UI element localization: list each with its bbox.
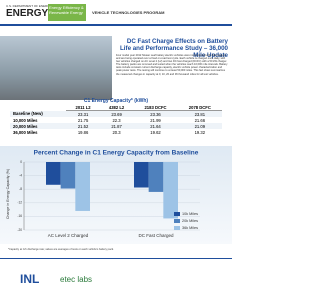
header-row: 2011 L2 4382 L2 2183 DCFC 2078 DCFC bbox=[10, 104, 222, 111]
bar bbox=[148, 162, 164, 192]
table-row: 36,000 Miles 19.86 20.3 19.62 19.32 bbox=[10, 129, 222, 135]
chart: Percent Change in C1 Energy Capacity fro… bbox=[0, 146, 232, 244]
cell: 21.09 bbox=[194, 123, 206, 129]
legend-swatch bbox=[174, 219, 180, 223]
bar bbox=[134, 162, 149, 188]
cell: 23.31 bbox=[77, 111, 89, 117]
rule bbox=[0, 24, 232, 26]
cell: 21.52 bbox=[77, 123, 89, 129]
y-tick-label: -8 bbox=[19, 187, 22, 191]
photo bbox=[0, 36, 112, 100]
cell: 23.81 bbox=[194, 111, 206, 117]
bar bbox=[60, 162, 76, 189]
bar bbox=[75, 162, 90, 211]
logo-inl: INL bbox=[20, 272, 40, 286]
row-header: 10,000 Miles bbox=[13, 117, 38, 123]
table-row: 10,000 Miles 21.75 22.3 21.99 21.66 bbox=[10, 117, 222, 123]
x-tick-label: AC Level 2 Charged bbox=[48, 233, 89, 238]
logo-etec: etec labs bbox=[60, 275, 93, 284]
rule bbox=[0, 258, 232, 259]
table-row: 20,000 Miles 21.52 21.87 21.64 21.09 bbox=[10, 123, 222, 129]
cell: 20.3 bbox=[112, 129, 121, 135]
cell: 19.62 bbox=[150, 129, 161, 135]
cell: 21.87 bbox=[111, 123, 122, 129]
y-tick-label: -16 bbox=[17, 214, 22, 218]
chart-title: Percent Change in C1 Energy Capacity fro… bbox=[34, 150, 199, 157]
legend-swatch bbox=[174, 226, 180, 230]
y-tick-label: 0 bbox=[20, 160, 22, 164]
program: VEHICLE TECHNOLOGIES PROGRAM bbox=[92, 10, 165, 15]
cell: 21.99 bbox=[150, 117, 161, 123]
column-header: 2078 DCFC bbox=[177, 104, 222, 111]
body-text: Four model year 2012 Nissan Leaf battery… bbox=[116, 54, 228, 76]
logo: ENERGY bbox=[6, 8, 49, 19]
table: 2011 L2 4382 L2 2183 DCFC 2078 DCFC Baseline… bbox=[10, 104, 222, 135]
page: U.S. DEPARTMENT OF ENERGY ENERGY Energy … bbox=[0, 4, 232, 286]
table-caption: C1 Energy Capacity* (kWh) bbox=[83, 98, 149, 104]
cell: 23.36 bbox=[150, 111, 161, 117]
title: DC Fast Charge Effects on Battery Life a… bbox=[120, 38, 228, 59]
cell: 19.86 bbox=[77, 129, 89, 135]
y-tick-label: -20 bbox=[17, 228, 22, 232]
cell: 21.64 bbox=[150, 123, 161, 129]
legend-label: 20k Miles bbox=[182, 219, 198, 223]
cell: 21.75 bbox=[77, 117, 89, 123]
row-header: 36,000 Miles bbox=[13, 129, 38, 135]
legend-label: 36k Miles bbox=[182, 226, 198, 230]
cell: 23.69 bbox=[111, 111, 122, 117]
cell: 22.3 bbox=[112, 117, 121, 123]
bar bbox=[46, 162, 61, 185]
legend-label: 10k Miles bbox=[182, 212, 198, 216]
column-header: 2183 DCFC bbox=[133, 104, 178, 111]
row-header: Baseline (New) bbox=[13, 111, 43, 117]
y-tick-label: -12 bbox=[17, 201, 22, 205]
y-tick-label: -4 bbox=[19, 173, 22, 177]
column-header: 4382 L2 bbox=[99, 104, 134, 111]
legend-swatch bbox=[174, 212, 180, 216]
y-axis-label: Change in Energy Capacity (%) bbox=[6, 169, 10, 219]
cell: 21.66 bbox=[194, 117, 206, 123]
cell: 19.32 bbox=[194, 129, 206, 135]
column-header: 2011 L2 bbox=[66, 104, 100, 111]
office: Energy Efficiency & Renewable Energy bbox=[48, 4, 86, 21]
table-row: Baseline (New) 23.31 23.69 23.36 23.81 bbox=[10, 110, 222, 117]
footnote: *Capacity at C/1 discharge rate; values … bbox=[8, 248, 114, 251]
agency: U.S. DEPARTMENT OF ENERGY bbox=[6, 4, 52, 8]
x-tick-label: DC Fast Charged bbox=[138, 233, 174, 238]
row-header: 20,000 Miles bbox=[13, 123, 38, 129]
bar bbox=[163, 162, 178, 219]
